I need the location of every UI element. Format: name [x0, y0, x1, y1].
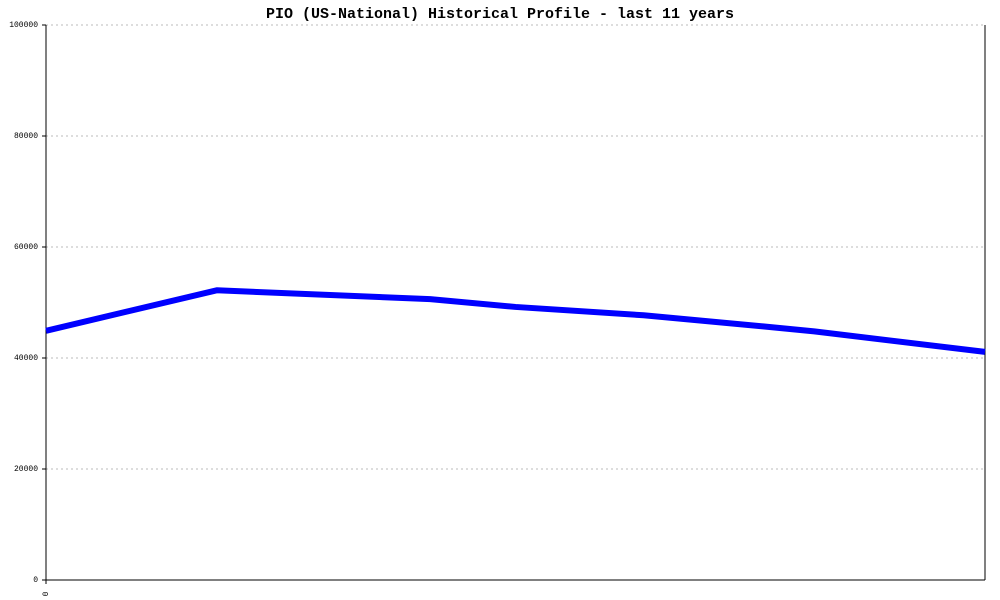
y-tick-label: 0	[33, 576, 38, 585]
y-tick-label: 40000	[14, 354, 38, 363]
y-tick-label: 60000	[14, 243, 38, 252]
y-tick-label: 20000	[14, 465, 38, 474]
y-tick-label: 80000	[14, 132, 38, 141]
y-tick-label: 100000	[9, 21, 38, 30]
x-tick-label: 0	[42, 591, 51, 596]
data-line	[45, 287, 986, 355]
chart-title: PIO (US-National) Historical Profile - l…	[266, 6, 734, 23]
